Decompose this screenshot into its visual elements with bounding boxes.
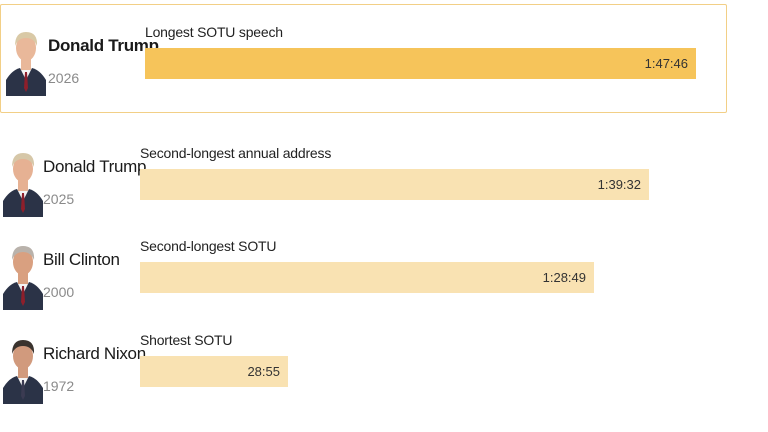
bar-label: Second-longest SOTU xyxy=(140,238,277,254)
bar-value: 1:39:32 xyxy=(597,177,641,192)
speaker-name: Richard Nixon xyxy=(43,344,146,363)
avatar xyxy=(3,236,43,310)
bar: 1:39:32 xyxy=(140,169,649,200)
speech-year: 2000 xyxy=(43,284,75,300)
speaker-name: Donald Trump xyxy=(43,157,147,176)
speaker-name: Bill Clinton xyxy=(43,250,120,269)
avatar xyxy=(3,143,43,217)
speech-year: 2025 xyxy=(43,191,75,207)
avatar xyxy=(3,330,43,404)
bar-value: 1:28:49 xyxy=(542,270,586,285)
bar-label: Longest SOTU speech xyxy=(145,24,283,40)
bar: 1:28:49 xyxy=(140,262,594,293)
bar-value: 1:47:46 xyxy=(644,56,688,71)
speaker-name: Donald Trump xyxy=(48,36,159,55)
bar-label: Shortest SOTU xyxy=(140,332,233,348)
speech-year: 2026 xyxy=(48,70,80,86)
bar-label: Second-longest annual address xyxy=(140,145,332,161)
bar-value: 28:55 xyxy=(247,364,280,379)
bar: 1:47:46 xyxy=(145,48,696,79)
avatar xyxy=(6,22,46,96)
bar: 28:55 xyxy=(140,356,288,387)
speech-year: 1972 xyxy=(43,378,75,394)
